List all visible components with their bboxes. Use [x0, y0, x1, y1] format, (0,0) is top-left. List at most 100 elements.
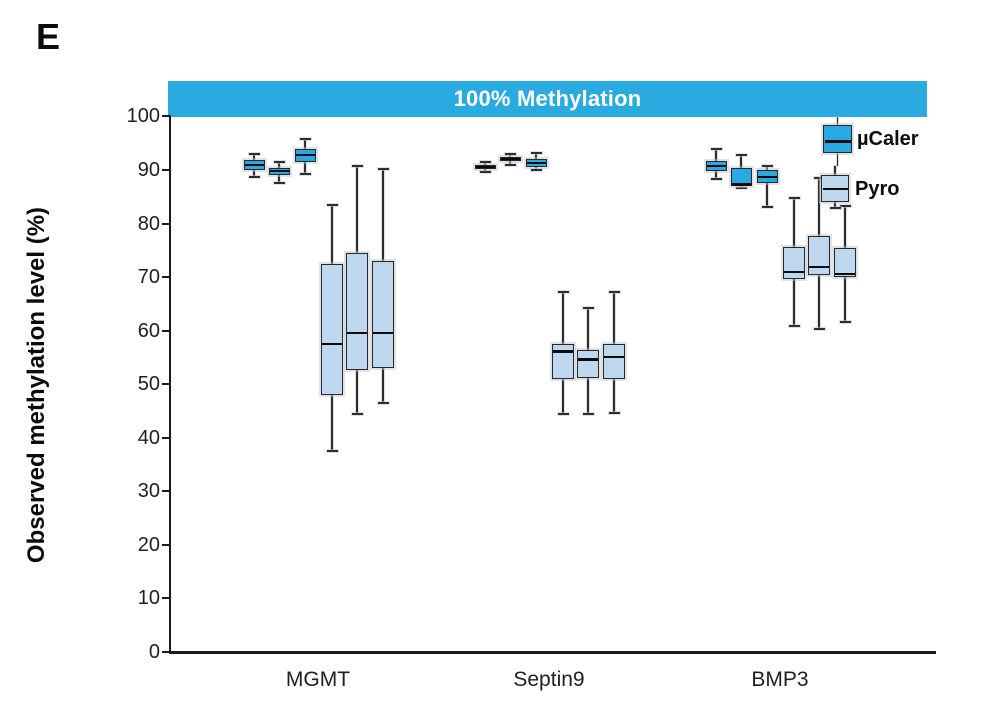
- y-axis-tick-label: 90: [137, 158, 160, 181]
- box-pyro-septin9-3-whisker-cap-top: [608, 291, 620, 294]
- box-pyro-bmp3-3-whisker-cap-top: [839, 204, 851, 207]
- y-axis-tick: [162, 543, 170, 546]
- y-axis-tick: [162, 222, 170, 225]
- box-pyro-mgmt-2-box: [346, 252, 368, 371]
- y-axis-tick: [162, 115, 170, 118]
- box-pyro-bmp3-2-median: [809, 265, 829, 268]
- y-axis-line: [169, 115, 171, 653]
- legend-pyro-whisker-bottom: [834, 202, 836, 208]
- box-caler-septin9-3-whisker-cap-bottom: [530, 169, 542, 172]
- box-caler-bmp3-1-whisker-cap-top: [710, 147, 722, 150]
- box-pyro-septin9-1-whisker-cap-top: [557, 290, 569, 293]
- legend-caler-label: µCaler: [857, 128, 919, 150]
- box-caler-mgmt-2-median: [269, 169, 289, 173]
- box-pyro-septin9-2-whisker-cap-bottom: [582, 412, 594, 415]
- box-pyro-mgmt-3-whisker-cap-top: [377, 167, 389, 170]
- box-pyro-mgmt-3-whisker-cap-bottom: [377, 402, 389, 405]
- box-caler-mgmt-2-whisker-cap-bottom: [273, 181, 285, 184]
- box-pyro-bmp3-3-box: [834, 247, 856, 277]
- box-caler-mgmt-2-whisker-cap-top: [273, 161, 285, 164]
- y-axis-tick-label: 100: [126, 105, 160, 128]
- box-pyro-septin9-1-median: [553, 350, 573, 353]
- box-caler-mgmt-3-whisker-cap-top: [299, 138, 311, 141]
- box-pyro-mgmt-2-whisker-cap-top: [351, 164, 363, 167]
- box-pyro-septin9-1-box: [552, 344, 574, 380]
- box-pyro-septin9-3-whisker-cap-bottom: [608, 412, 620, 415]
- y-axis-tick-label: 60: [137, 319, 160, 342]
- box-pyro-mgmt-3-median: [373, 332, 393, 335]
- box-caler-bmp3-2-median: [731, 183, 751, 186]
- box-caler-mgmt-1-median: [244, 163, 264, 166]
- legend-pyro-label: Pyro: [855, 178, 900, 200]
- y-axis-tick-label: 80: [137, 212, 160, 235]
- box-pyro-mgmt-1-box: [321, 263, 343, 395]
- y-axis-tick: [162, 276, 170, 279]
- box-caler-septin9-1-whisker-cap-bottom: [479, 170, 491, 173]
- box-pyro-bmp3-1-whisker-cap-bottom: [788, 324, 800, 327]
- x-category-label-mgmt: MGMT: [285, 668, 351, 691]
- legend-caler-swatch: [823, 125, 852, 153]
- box-pyro-mgmt-1-whisker-cap-top: [326, 204, 338, 207]
- legend-caler-whisker-bottom: [836, 153, 839, 166]
- box-pyro-mgmt-1-whisker-cap-bottom: [326, 450, 338, 453]
- x-category-label-bmp3: BMP3: [751, 668, 809, 691]
- box-caler-bmp3-2-whisker-cap-bottom: [735, 187, 747, 190]
- box-pyro-septin9-3-median: [604, 355, 624, 358]
- y-axis-title: Observed methylation level (%): [23, 206, 50, 564]
- box-caler-septin9-2-median: [500, 158, 520, 161]
- box-caler-bmp3-3-whisker: [766, 165, 768, 207]
- box-caler-bmp3-1-median: [706, 164, 726, 167]
- box-pyro-septin9-2-whisker-cap-top: [582, 307, 594, 310]
- x-axis-line: [169, 651, 936, 654]
- box-pyro-mgmt-3-box: [372, 261, 394, 369]
- box-pyro-bmp3-2-whisker-cap-bottom: [813, 328, 825, 331]
- y-axis-tick: [162, 597, 170, 600]
- methylation-level-band: 100% Methylation: [168, 81, 927, 117]
- box-pyro-mgmt-2-median: [347, 332, 367, 335]
- box-caler-mgmt-3-median: [295, 153, 315, 157]
- box-caler-septin9-2-whisker-cap-bottom: [504, 163, 516, 166]
- box-pyro-bmp3-2-whisker-cap-top: [813, 176, 825, 179]
- y-axis-tick-label: 20: [137, 533, 160, 556]
- box-pyro-bmp3-3-median: [835, 273, 855, 276]
- box-caler-septin9-1-median: [475, 166, 495, 169]
- box-caler-bmp3-2-box: [730, 168, 752, 187]
- box-pyro-bmp3-1-box: [783, 246, 805, 279]
- box-pyro-septin9-1-whisker-cap-bottom: [557, 413, 569, 416]
- y-axis-tick-label: 50: [137, 373, 160, 396]
- box-pyro-septin9-2-box: [577, 349, 599, 379]
- box-caler-septin9-3-median: [526, 161, 546, 165]
- y-axis-tick-label: 30: [137, 480, 160, 503]
- y-axis-tick: [162, 490, 170, 493]
- chart-title: 100% Methylation: [453, 86, 642, 111]
- box-pyro-bmp3-1-whisker-cap-top: [788, 197, 800, 200]
- panel-label: E: [36, 16, 61, 57]
- box-caler-septin9-1-whisker-cap-top: [479, 160, 491, 163]
- box-caler-septin9-3-whisker-cap-top: [530, 151, 542, 154]
- legend-pyro-whisker-cap: [829, 207, 841, 209]
- box-pyro-mgmt-2-whisker-cap-bottom: [351, 412, 363, 415]
- box-caler-bmp3-1-whisker-cap-bottom: [710, 177, 722, 180]
- box-pyro-bmp3-1-median: [784, 271, 804, 274]
- legend-caler-whisker-top: [836, 117, 839, 125]
- y-axis-tick: [162, 383, 170, 386]
- y-axis-tick: [162, 436, 170, 439]
- y-axis-tick: [162, 329, 170, 332]
- box-caler-bmp3-3-median: [757, 175, 777, 178]
- y-axis-tick-label: 10: [137, 587, 160, 610]
- legend-caler-median: [824, 140, 851, 143]
- box-pyro-septin9-3-box: [603, 344, 625, 380]
- y-axis-tick-label: 0: [148, 641, 160, 663]
- box-pyro-mgmt-1-median: [322, 342, 342, 346]
- y-axis-tick-label: 70: [137, 266, 160, 289]
- box-caler-bmp3-2-whisker-cap-top: [735, 153, 747, 156]
- box-pyro-bmp3-2-box: [808, 235, 830, 276]
- legend-pyro-whisker-top: [834, 166, 836, 175]
- y-axis-tick-label: 40: [137, 426, 160, 449]
- legend-pyro-median: [822, 187, 848, 191]
- box-caler-mgmt-3-whisker-cap-bottom: [299, 172, 311, 175]
- y-axis-tick: [162, 168, 170, 171]
- box-pyro-septin9-2-median: [578, 358, 598, 361]
- box-pyro-bmp3-3-whisker-cap-bottom: [839, 320, 851, 323]
